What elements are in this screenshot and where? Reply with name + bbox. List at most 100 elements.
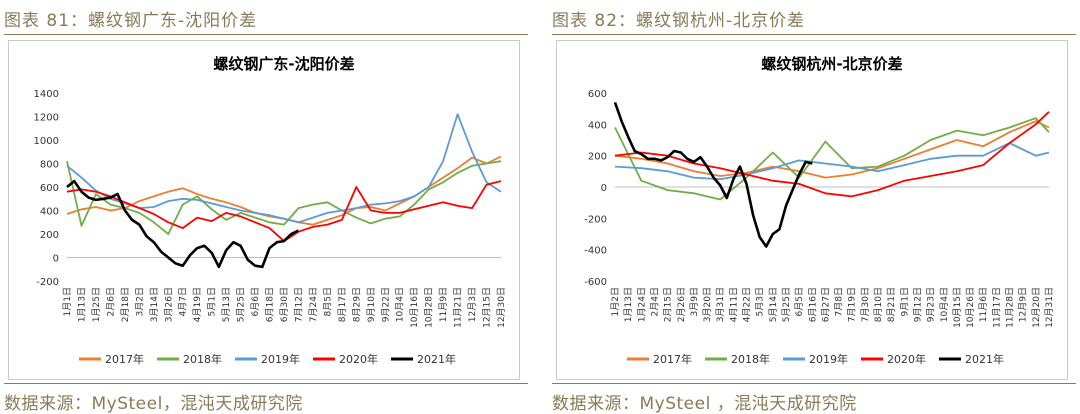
x-tick-label: 4月19日 bbox=[192, 287, 203, 322]
legend-label: 2021年 bbox=[417, 352, 456, 366]
y-tick-label: 200 bbox=[40, 230, 59, 241]
x-tick-label: 11月21日 bbox=[453, 287, 464, 328]
x-tick-label: 9月10日 bbox=[366, 287, 377, 322]
series-line-5 bbox=[613, 101, 813, 248]
x-tick-label: 11月9日 bbox=[438, 287, 449, 322]
bottom-rule-left bbox=[4, 383, 528, 384]
legend-label: 2019年 bbox=[261, 352, 300, 366]
chart-frame-left: 螺纹钢广东-沈阳价差 -200 0 200 400 600 800 1000 1200 1400 1… bbox=[8, 40, 520, 380]
chart-title: 螺纹钢广东-沈阳价差 bbox=[213, 55, 354, 73]
x-tick-label: 5月3日 bbox=[755, 287, 766, 316]
y-tick-label: 0 bbox=[53, 254, 59, 265]
x-tick-label: 12月31日 bbox=[1044, 287, 1055, 328]
x-tick-label: 11月6日 bbox=[978, 287, 989, 322]
x-tick-label: 3月31日 bbox=[715, 287, 726, 322]
x-tick-label: 1月25日 bbox=[91, 287, 102, 322]
x-tick-label: 5月25日 bbox=[236, 287, 247, 322]
left-panel: 图表 81：螺纹钢广东-沈阳价差 螺纹钢广东-沈阳价差 -200 0 200 400 60… bbox=[4, 0, 534, 414]
chart-frame-right: 螺纹钢杭州-北京价差 -600 -400 -200 0 200 400 600 1月2日 1月13… bbox=[556, 40, 1068, 380]
x-tick-label: 6月27日 bbox=[820, 287, 831, 322]
series-line-4 bbox=[614, 111, 1050, 198]
x-tick-label: 10月4日 bbox=[395, 287, 406, 322]
x-tick-label: 6月5日 bbox=[794, 287, 805, 316]
y-tick-label: -400 bbox=[584, 246, 607, 257]
x-tick-label: 12月15日 bbox=[482, 287, 493, 328]
series-line-2 bbox=[614, 117, 1050, 201]
legend-label: 2017年 bbox=[653, 352, 692, 366]
x-tick-label: 5月1日 bbox=[207, 287, 218, 316]
x-tick-label: 12月20日 bbox=[1031, 287, 1042, 328]
x-tick-label: 10月15日 bbox=[952, 287, 963, 328]
x-tick-label: 7月8日 bbox=[834, 287, 845, 316]
legend-label: 2020年 bbox=[339, 352, 378, 366]
top-rule-left bbox=[4, 34, 528, 35]
x-tick-label: 6月16日 bbox=[807, 287, 818, 322]
x-tick-label: 6月6日 bbox=[250, 287, 261, 316]
legend-label: 2019年 bbox=[809, 352, 848, 366]
x-tick-label: 2月26日 bbox=[676, 287, 687, 322]
series-line-5 bbox=[66, 179, 300, 269]
x-tick-label: 11月28日 bbox=[1005, 287, 1016, 328]
x-tick-label: 11月17日 bbox=[991, 287, 1002, 328]
x-tick-label: 9月1日 bbox=[899, 287, 910, 316]
x-tick-label: 1月2日 bbox=[610, 287, 621, 316]
top-rule-right bbox=[552, 34, 1076, 35]
y-tick-label: -200 bbox=[584, 214, 607, 225]
series-line-1 bbox=[614, 120, 1050, 179]
x-tick-label: 7月12日 bbox=[293, 287, 304, 322]
x-tick-label: 10月26日 bbox=[965, 287, 976, 328]
x-tick-label: 7月19日 bbox=[847, 287, 858, 322]
y-tick-label: 400 bbox=[588, 120, 607, 131]
x-tick-label: 5月25日 bbox=[781, 287, 792, 322]
x-tick-label: 3月9日 bbox=[689, 287, 700, 316]
x-tick-label: 8月17日 bbox=[337, 287, 348, 322]
x-tick-label: 9月12日 bbox=[912, 287, 923, 322]
chart-right: 螺纹钢杭州-北京价差 -600 -400 -200 0 200 400 600 1月2日 1月13… bbox=[584, 55, 1055, 366]
y-tick-label: 800 bbox=[40, 160, 59, 171]
series-line-2 bbox=[66, 160, 502, 235]
x-tick-label: 4月7日 bbox=[178, 287, 189, 316]
x-tick-label: 12月3日 bbox=[467, 287, 478, 322]
x-tick-label: 10月4日 bbox=[939, 287, 950, 322]
y-tick-label: -200 bbox=[36, 277, 59, 288]
x-tick-label: 4月22日 bbox=[742, 287, 753, 322]
x-tick-label: 6月18日 bbox=[265, 287, 276, 322]
x-tick-label: 1月24日 bbox=[636, 287, 647, 322]
x-tick-label: 10月28日 bbox=[424, 287, 435, 328]
x-tick-label: 3月2日 bbox=[134, 287, 145, 316]
x-tick-label: 8月10日 bbox=[873, 287, 884, 322]
x-tick-label: 8月5日 bbox=[322, 287, 333, 316]
x-tick-label: 8月21日 bbox=[886, 287, 897, 322]
series-line-1 bbox=[66, 155, 502, 226]
legend-label: 2017年 bbox=[105, 352, 144, 366]
y-tick-label: 200 bbox=[588, 152, 607, 163]
figure-title-right: 图表 82：螺纹钢杭州-北京价差 bbox=[552, 11, 806, 31]
x-tick-label: 2月4日 bbox=[649, 287, 660, 316]
x-tick-label: 3月20日 bbox=[702, 287, 713, 322]
x-tick-label: 12月9日 bbox=[1018, 287, 1029, 322]
x-tick-label: 2月15日 bbox=[663, 287, 674, 322]
x-tick-label: 2月18日 bbox=[120, 287, 131, 322]
x-tick-label: 7月30日 bbox=[860, 287, 871, 322]
x-tick-label: 1月13日 bbox=[76, 287, 87, 322]
x-tick-label: 3月14日 bbox=[149, 287, 160, 322]
y-tick-label: -600 bbox=[584, 277, 607, 288]
y-tick-label: 1400 bbox=[34, 89, 59, 100]
bottom-rule-right bbox=[552, 383, 1076, 384]
y-tick-label: 1000 bbox=[34, 136, 59, 147]
x-tick-label: 9月23日 bbox=[926, 287, 937, 322]
source-left: 数据来源：MySteel，混沌天成研究院 bbox=[4, 394, 303, 414]
chart-title: 螺纹钢杭州-北京价差 bbox=[761, 55, 902, 73]
x-tick-label: 7月24日 bbox=[308, 287, 319, 322]
x-tick-label: 4月11日 bbox=[728, 287, 739, 322]
x-tick-label: 1月13日 bbox=[623, 287, 634, 322]
y-tick-label: 600 bbox=[40, 183, 59, 194]
y-tick-label: 400 bbox=[40, 207, 59, 218]
legend-label: 2018年 bbox=[731, 352, 770, 366]
x-tick-label: 2月6日 bbox=[105, 287, 116, 316]
right-panel: 图表 82：螺纹钢杭州-北京价差 螺纹钢杭州-北京价差 -600 -400 -200 0… bbox=[552, 0, 1080, 414]
source-right: 数据来源：MySteel ，混沌天成研究院 bbox=[552, 394, 857, 414]
y-tick-label: 600 bbox=[588, 89, 607, 100]
legend-label: 2020年 bbox=[887, 352, 926, 366]
legend-label: 2018年 bbox=[183, 352, 222, 366]
